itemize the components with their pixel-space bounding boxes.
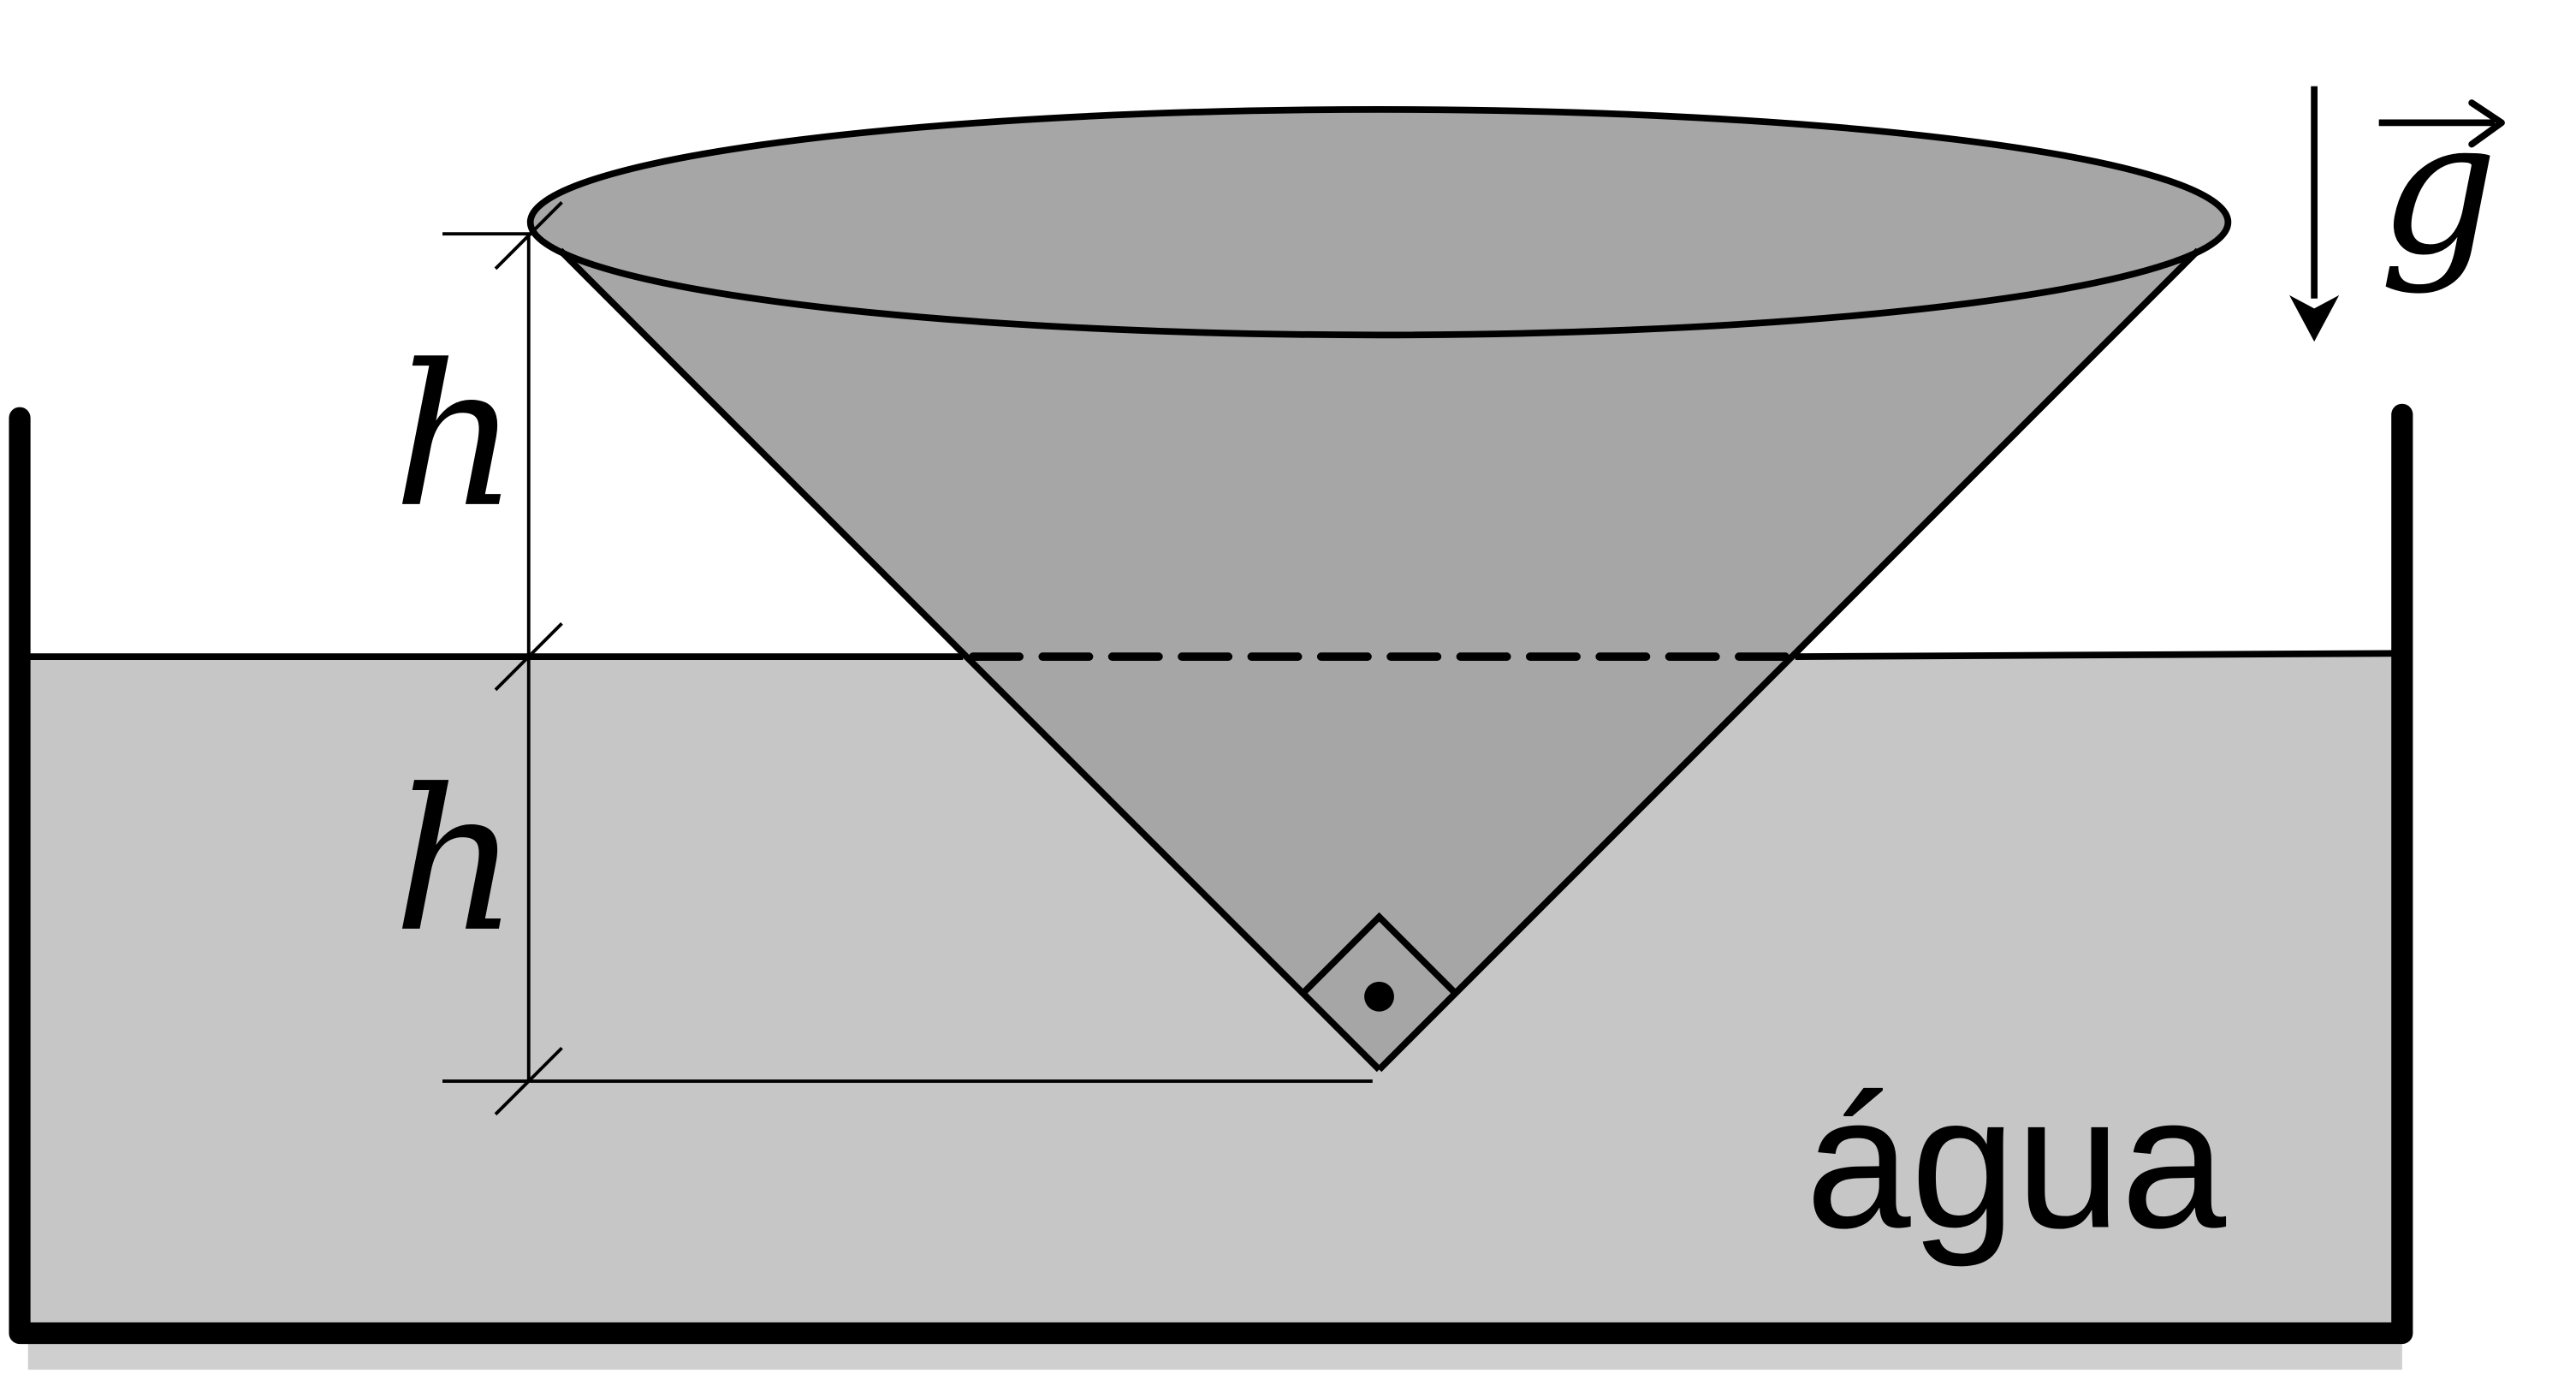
dimension-tick-bottom bbox=[494, 1046, 563, 1116]
dot-icon bbox=[1364, 981, 1394, 1012]
right-arrow-icon bbox=[2468, 99, 2505, 148]
gravity-symbol-label: g bbox=[2379, 80, 2498, 296]
cone-body bbox=[531, 222, 2227, 1070]
cone-left-edge bbox=[557, 247, 1382, 1073]
dimension-tick-top bbox=[494, 200, 563, 270]
liquid-label: água bbox=[1806, 1056, 2226, 1268]
down-arrow-icon bbox=[2289, 294, 2340, 342]
lower-height-label: h bbox=[393, 747, 519, 975]
cone-right-edge bbox=[1376, 247, 2201, 1073]
right-angle-marker-icon bbox=[1300, 912, 1458, 996]
container-walls bbox=[9, 403, 2413, 1345]
cone-top-face bbox=[526, 105, 2232, 339]
water-surface-right bbox=[1795, 650, 2409, 661]
dimension-tick-middle bbox=[494, 622, 563, 692]
upper-height-label: h bbox=[393, 323, 519, 550]
